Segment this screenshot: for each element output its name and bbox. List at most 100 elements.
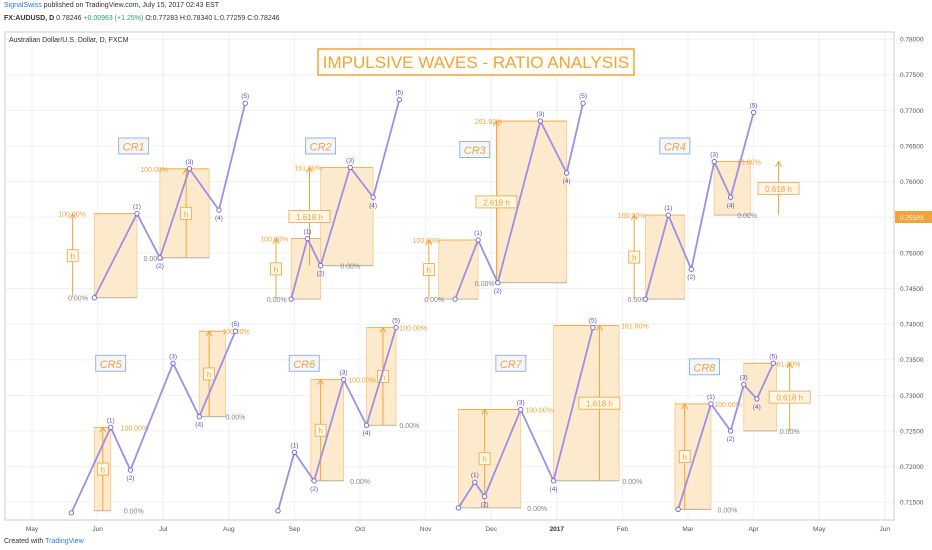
pattern-title-box <box>95 354 127 372</box>
wave-point <box>340 377 347 383</box>
wave-label: (5) <box>241 93 249 100</box>
last-price: 0.78246 <box>56 15 82 22</box>
y-tick-label: 0.78000 <box>900 37 924 44</box>
wave-point <box>396 97 403 103</box>
y-tick-label: 0.72500 <box>900 428 924 435</box>
symbol-line: FX:AUDUSD, D 0.78246 +0.00963 (+1.25%) O… <box>4 15 280 22</box>
wave-label: (3) <box>710 152 718 159</box>
pattern-cr4: h 0.618 h 100.00% 0.00% 61.80% 0.00% (1) (2) (3)… <box>618 103 800 304</box>
price-chart[interactable]: Australian Dollar/U.S. Dollar, D, FXCM IM… <box>0 30 932 538</box>
arrow-label: h <box>70 252 74 261</box>
arrow-head <box>69 212 77 219</box>
arrow-head <box>379 326 387 333</box>
wave-label: (1) <box>304 229 312 236</box>
level-label: 61.80% <box>737 160 761 167</box>
x-tick-label: Jun <box>880 526 891 533</box>
wave-point <box>455 505 462 511</box>
wave-label: (3) <box>346 157 354 164</box>
symbol-name: FX:AUDUSD, D <box>4 15 55 22</box>
price-tag-label: 0.75503 <box>900 215 924 222</box>
arrow-label-box <box>678 450 691 463</box>
pattern-cr3: h 2.618 h 100.00% 0.00% 261.80% 0.00% (1) (2) (3… <box>412 93 587 304</box>
wave-label: (2) <box>310 486 318 493</box>
wave-point <box>68 510 75 516</box>
x-axis: May Jun Jul Aug Sep Oct Nov Dec 2017 Feb Mar Apr May… <box>26 526 891 533</box>
wave-point <box>711 159 717 165</box>
level-label: 0.00% <box>340 264 360 271</box>
arrow-label: h <box>632 254 636 263</box>
wave-label: (3) <box>740 375 748 382</box>
level-label: 0.00% <box>68 296 88 303</box>
wave-point <box>452 296 458 302</box>
wave-point <box>741 381 747 388</box>
level-label: 0.00% <box>144 256 164 263</box>
arrow-label-box <box>66 249 79 263</box>
wave-label: (4) <box>727 202 735 209</box>
y-tick-label: 0.74500 <box>900 286 924 293</box>
wave-point <box>393 324 399 331</box>
wave-label: (2) <box>494 288 502 295</box>
level-label: 0.00% <box>622 479 642 486</box>
wave-point <box>170 360 176 366</box>
arrow-head <box>481 408 489 415</box>
level-label: 0.00% <box>424 297 444 304</box>
wave-line <box>70 330 237 514</box>
wave-label: (5) <box>579 93 587 100</box>
arrow-label: h <box>207 370 211 379</box>
wave-point <box>550 478 557 484</box>
wave-label: (4) <box>369 202 377 209</box>
wave-label: (2) <box>727 436 735 443</box>
wave-point <box>665 212 671 218</box>
wave-point <box>754 396 760 402</box>
arrow-head <box>681 402 689 410</box>
arrow-label-box <box>628 250 641 264</box>
price-tag <box>895 211 932 224</box>
x-tick-label: Sep <box>289 526 301 533</box>
arrow-label-box <box>270 262 282 276</box>
wave-point <box>91 295 97 301</box>
wave-point <box>750 109 757 116</box>
pattern-title-box <box>495 354 527 372</box>
wave-point <box>291 449 298 455</box>
wave-point <box>232 328 239 334</box>
level-label: 0.00% <box>737 213 757 220</box>
level-label: 100.00% <box>58 212 86 219</box>
level-label: 100.00% <box>140 167 168 174</box>
level-label: 161.80% <box>621 324 649 331</box>
x-tick-label: Dec <box>485 526 497 533</box>
level-label: 261.80% <box>475 119 503 126</box>
tradingview-logo-text[interactable]: TradingView <box>45 538 84 545</box>
arrow-label: 0.618 h <box>776 394 803 403</box>
wave-label: (2) <box>156 263 164 270</box>
y-tick-label: 0.75000 <box>900 250 924 257</box>
chart-area[interactable]: Australian Dollar/U.S. Dollar, D, FXCM IM… <box>0 30 932 538</box>
arrow-label: h <box>318 427 322 436</box>
arrow-label-box <box>578 396 621 410</box>
pattern-title: CR7 <box>500 359 523 371</box>
x-tick-label: 2017 <box>550 526 565 533</box>
pattern-cr5: hh100.00%0.00%100.00%0.00%(1)(2)(3)(4)(5… <box>68 321 250 516</box>
wave-point <box>688 266 694 272</box>
wave-point <box>216 207 222 213</box>
pattern-title-box <box>288 354 320 372</box>
level-label: 0.00% <box>628 297 648 304</box>
wave-label: (4) <box>195 422 203 429</box>
x-tick-label: Jun <box>92 526 103 533</box>
arrow-head <box>272 237 280 244</box>
pattern-title-box <box>459 141 491 158</box>
wave-point <box>347 164 353 171</box>
pattern-title: CR1 <box>123 141 145 153</box>
arrow-head <box>786 362 794 369</box>
author-link[interactable]: SignalSwiss <box>4 2 42 9</box>
chart-header: SignalSwiss published on TradingView.com… <box>0 0 932 30</box>
pattern-cr6: h h 100.00% 0.00% 100.00% 0.00% (1) (2) (3) (4) (5… <box>275 318 427 514</box>
x-tick-label: Apr <box>749 526 760 533</box>
y-tick-label: 0.74000 <box>900 322 924 329</box>
wave-point <box>770 360 776 366</box>
y-axis: 0.78000 0.77500 0.77000 0.76500 0.76000 0.755… <box>895 37 932 507</box>
wave-label: (4) <box>550 486 558 493</box>
chart-title: IMPULSIVE WAVES - RATIO ANALYSIS <box>323 53 629 72</box>
level-label: 100.00% <box>618 213 646 220</box>
arrow-label-box <box>314 423 327 437</box>
arrow-label: h <box>274 265 278 274</box>
